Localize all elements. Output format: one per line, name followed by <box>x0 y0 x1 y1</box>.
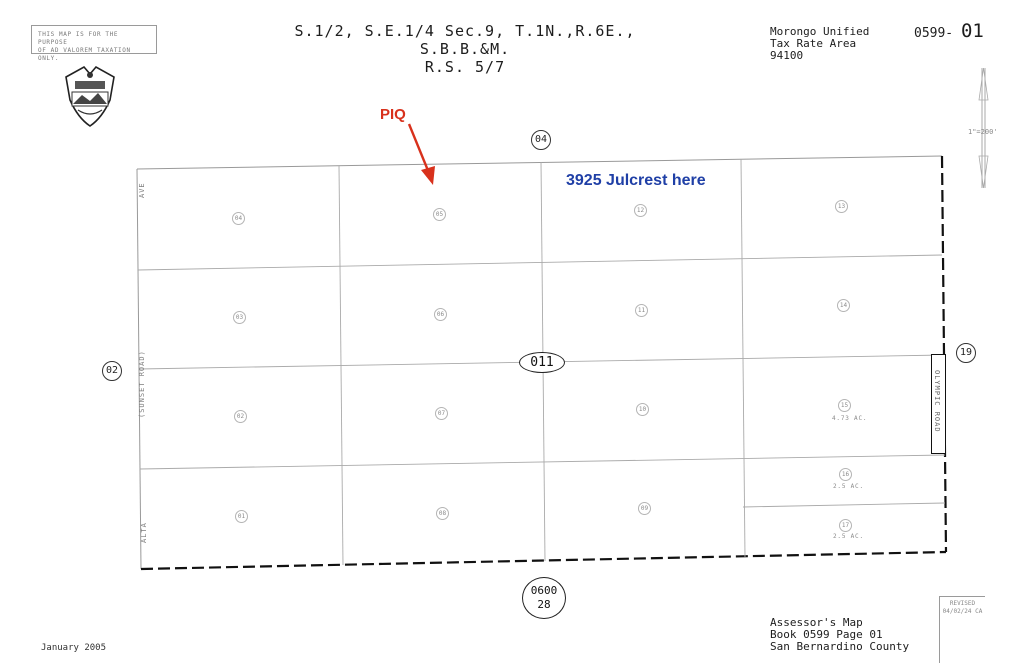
lot-line <box>742 502 946 508</box>
disclaimer-line1: THIS MAP IS FOR THE PURPOSE <box>38 31 119 46</box>
street-label-sunset-road: (SUNSET ROAD) <box>138 350 146 418</box>
parcel-number: 17 <box>839 519 852 532</box>
piq-arrow-shaft <box>407 123 431 174</box>
school-district: Morongo Unified <box>770 25 870 38</box>
lot-line <box>139 454 946 470</box>
adjacent-map-north: 04 <box>531 130 551 150</box>
assessor-county: San Bernardino County <box>770 640 910 653</box>
block-number: 011 <box>519 352 565 373</box>
tax-rate-area: Morongo Unified Tax Rate Area 94100 <box>770 26 869 62</box>
parcel-number: 02 <box>234 410 247 423</box>
parcel-acreage: 2.5 AC. <box>833 533 864 540</box>
map-scale: 1"=200' <box>968 128 998 136</box>
map-number: 0599- 01 <box>914 20 984 42</box>
parcel-number: 15 <box>838 399 851 412</box>
parcel-acreage: 2.5 AC. <box>833 483 864 490</box>
parcel-number: 06 <box>434 308 447 321</box>
parcel-number: 10 <box>636 403 649 416</box>
adjacent-map-south: 0600 28 <box>522 577 566 619</box>
adjacent-map-west: 02 <box>102 361 122 381</box>
parcel-number: 13 <box>835 200 848 213</box>
address-note: 3925 Julcrest here <box>566 172 706 189</box>
parcel-number: 03 <box>233 311 246 324</box>
tax-rate-label: Tax Rate Area <box>770 37 857 50</box>
parcel-number: 09 <box>638 502 651 515</box>
title-line1: S.1/2, S.E.1/4 Sec.9, T.1N.,R.6E., S.B.B… <box>294 22 636 58</box>
revised-stamp: REVISED 04/02/24 CA <box>939 596 985 663</box>
parcel-number: 04 <box>232 212 245 225</box>
parcel-number: 14 <box>837 299 850 312</box>
map-number-suffix: 01 <box>960 20 984 42</box>
assessor-book-page: Book 0599 Page 01 <box>770 628 883 641</box>
assessor-title: Assessor's Map <box>770 616 863 629</box>
revised-label: REVISED <box>949 600 976 607</box>
parcel-number: 12 <box>634 204 647 217</box>
map-title: S.1/2, S.E.1/4 Sec.9, T.1N.,R.6E., S.B.B… <box>260 22 670 76</box>
boundary-north <box>136 155 943 170</box>
title-line2: R.S. 5/7 <box>424 58 506 76</box>
street-label-ave: AVE <box>138 182 146 198</box>
street-label-olympic-road: OLYMPIC ROAD <box>933 370 941 433</box>
lot-line <box>137 254 943 271</box>
map-number-prefix: 0599- <box>914 26 954 41</box>
map-date: January 2005 <box>41 643 107 653</box>
revised-date: 04/02/24 CA <box>942 608 983 615</box>
south-book: 0600 <box>530 584 558 597</box>
piq-arrow-head <box>421 166 435 185</box>
parcel-number: 07 <box>435 407 448 420</box>
north-arrow-icon <box>978 67 989 189</box>
parcel-number: 08 <box>436 507 449 520</box>
tax-rate-code: 94100 <box>770 49 804 62</box>
boundary-south-dashed <box>140 550 947 571</box>
parcel-number: 16 <box>839 468 852 481</box>
parcel-number: 11 <box>635 304 648 317</box>
disclaimer-line2: OF AD VALOREM TAXATION ONLY. <box>38 47 131 62</box>
assessor-block: Assessor's Map Book 0599 Page 01 San Ber… <box>770 617 909 653</box>
south-page: 28 <box>537 598 551 611</box>
adjacent-map-east: 19 <box>956 343 976 363</box>
county-seal-icon <box>65 65 115 127</box>
street-label-alta: ALTA <box>140 522 148 543</box>
disclaimer-box: THIS MAP IS FOR THE PURPOSE OF AD VALORE… <box>31 25 157 62</box>
parcel-acreage: 4.73 AC. <box>832 415 868 422</box>
piq-label: PIQ <box>380 106 406 123</box>
olympic-road-box <box>931 354 946 454</box>
lot-line <box>740 158 746 558</box>
parcel-number: 01 <box>235 510 248 523</box>
parcel-number: 05 <box>433 208 446 221</box>
